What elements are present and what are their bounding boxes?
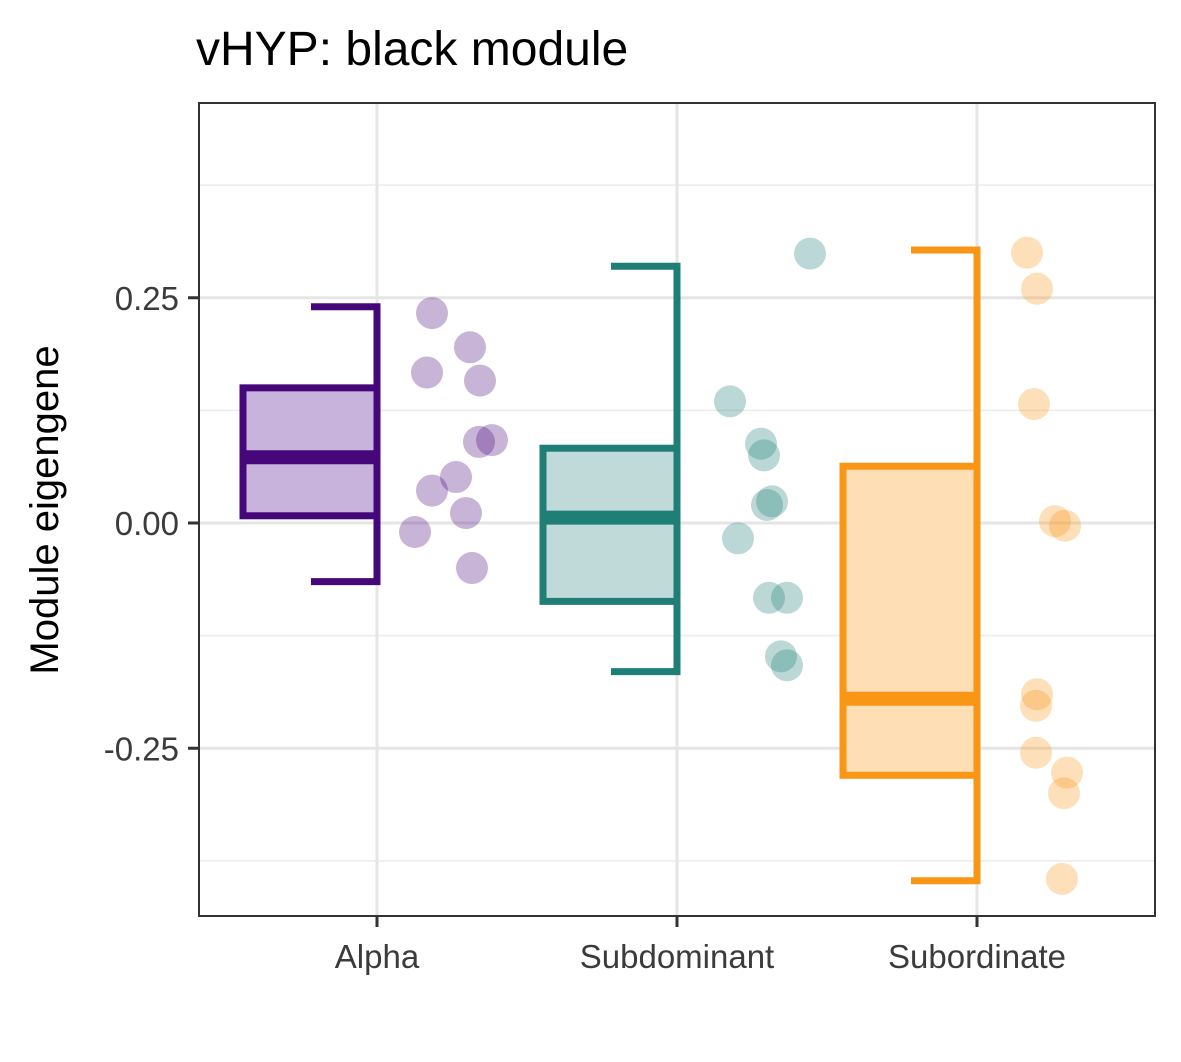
points-subordinate (1011, 236, 1083, 895)
x-tick-label: Alpha (335, 938, 420, 975)
data-point (1039, 505, 1071, 538)
data-point (411, 356, 443, 389)
data-point (748, 439, 780, 472)
data-point (1046, 862, 1078, 895)
chart-title: vHYP: black module (196, 23, 628, 76)
x-tick-label: Subdominant (580, 938, 774, 975)
y-tick-label: 0.25 (115, 280, 179, 317)
data-point (1051, 756, 1083, 789)
box-group-subdominant (539, 262, 681, 676)
data-point (456, 552, 488, 585)
y-tick-label: -0.25 (104, 730, 179, 767)
x-axis: Alpha Subdominant Subordinate (335, 916, 1066, 975)
y-axis-label: Module eigengene (23, 345, 67, 674)
plot-panel (198, 102, 1156, 917)
data-point (476, 424, 508, 457)
y-tick-label: 0.00 (115, 505, 179, 542)
data-point (1049, 509, 1081, 542)
data-point (1048, 777, 1080, 810)
points-subdominant (714, 237, 826, 682)
data-point (771, 649, 803, 682)
data-point (464, 364, 496, 397)
box-iqr (839, 462, 981, 779)
data-point (1018, 388, 1050, 421)
data-point (1021, 272, 1053, 305)
box-group-subordinate (839, 246, 981, 885)
data-point (771, 581, 803, 614)
jitter-points (399, 236, 1083, 895)
data-point (1020, 736, 1052, 769)
data-point (753, 581, 785, 614)
data-point (756, 485, 788, 518)
box-series (239, 246, 981, 885)
x-tick-label: Subordinate (888, 938, 1066, 975)
y-axis: 0.25 0.00 -0.25 (104, 280, 199, 767)
data-point (463, 425, 495, 458)
data-point (450, 497, 482, 530)
data-point (765, 640, 797, 673)
data-point (722, 522, 754, 555)
data-point (454, 331, 486, 364)
data-point (751, 488, 783, 521)
box-iqr (539, 444, 681, 605)
points-alpha (399, 297, 508, 585)
data-point (794, 237, 826, 270)
box-group-alpha (239, 303, 381, 586)
data-point (440, 461, 472, 494)
data-point (416, 474, 448, 507)
data-point (714, 385, 746, 418)
data-point (1020, 689, 1052, 722)
data-point (399, 516, 431, 549)
data-point (745, 427, 777, 460)
data-point (1011, 236, 1043, 269)
data-point (1021, 678, 1053, 711)
data-point (416, 297, 448, 330)
